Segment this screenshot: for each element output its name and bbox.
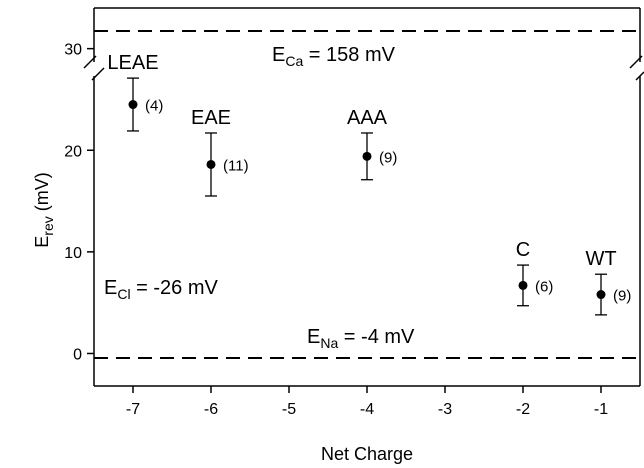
y-axis: 0 10 20 30	[64, 42, 94, 363]
x-axis: -7 -6 -5 -4 -3 -2 -1	[126, 386, 608, 418]
data-point	[206, 159, 216, 169]
construct-label: AAA	[347, 107, 388, 129]
y-axis-title-unit: (mV)	[32, 172, 52, 216]
axis-break-right	[629, 55, 644, 81]
annotation-ena-rest: = -4 mV	[338, 326, 415, 348]
annotation-eca-sub: Ca	[285, 53, 303, 69]
data-point	[596, 290, 606, 300]
data-point-group: (9) AAA	[347, 107, 397, 181]
annotation-ena-main: E	[307, 326, 320, 348]
x-tick-label: -4	[360, 401, 374, 418]
annotation-ecl-rest: = -26 mV	[131, 277, 219, 299]
sample-size-label: (4)	[145, 98, 163, 115]
sample-size-label: (11)	[223, 157, 249, 174]
data-point-group: (11) EAE	[191, 107, 249, 197]
data-point-group: (6) C	[516, 239, 553, 307]
y-tick-label: 30	[64, 42, 82, 59]
x-axis-title: Net Charge	[321, 444, 413, 464]
axis-break-left	[83, 55, 105, 81]
data-point-group: (4) LEAE	[107, 52, 163, 132]
annotation-ecl-main: E	[104, 277, 117, 299]
construct-label: C	[516, 239, 530, 261]
data-point	[518, 280, 528, 290]
annotation-ena: ENa = -4 mV	[307, 326, 415, 351]
annotation-ecl: ECl = -26 mV	[104, 277, 218, 302]
y-tick-label: 0	[73, 346, 82, 363]
sample-size-label: (9)	[379, 149, 397, 166]
y-axis-title-sub: rev	[40, 216, 56, 235]
data-point	[362, 151, 372, 161]
data-point-group: (9) WT	[585, 248, 631, 316]
annotation-eca-rest: = 158 mV	[303, 44, 395, 66]
data-point	[128, 100, 138, 110]
annotation-eca: ECa = 158 mV	[272, 44, 396, 69]
x-tick-label: -3	[438, 401, 452, 418]
sample-size-label: (9)	[613, 288, 631, 305]
x-tick-label: -1	[594, 401, 608, 418]
construct-label: WT	[585, 248, 616, 270]
y-axis-title: Erev (mV)	[32, 172, 56, 247]
x-tick-label: -6	[204, 401, 218, 418]
annotation-ena-sub: Na	[320, 335, 338, 351]
plot-frame	[83, 7, 644, 387]
x-tick-label: -7	[126, 401, 140, 418]
annotation-ecl-sub: Cl	[117, 286, 130, 302]
y-tick-label: 20	[64, 143, 82, 160]
annotation-eca-main: E	[272, 44, 285, 66]
data-points: (4) LEAE (11) EAE (9) AAA (6) C (9) WT	[107, 52, 631, 316]
y-axis-title-main: E	[32, 236, 52, 248]
construct-label: EAE	[191, 107, 231, 129]
x-tick-label: -5	[282, 401, 296, 418]
y-tick-label: 10	[64, 245, 82, 262]
x-tick-label: -2	[516, 401, 530, 418]
sample-size-label: (6)	[535, 278, 553, 295]
construct-label: LEAE	[107, 52, 158, 74]
